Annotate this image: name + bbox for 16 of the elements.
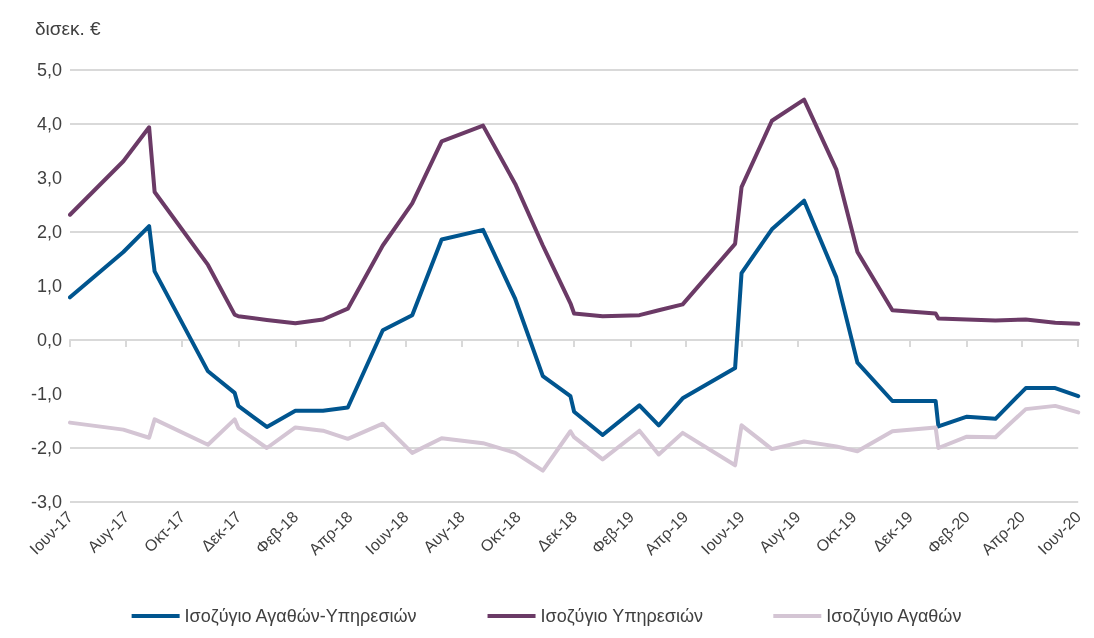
y-tick-label: -1,0	[30, 384, 62, 404]
line-series	[68, 403, 1081, 473]
y-tick-label: 3,0	[36, 168, 62, 188]
y-axis-title: δισεκ. €	[35, 18, 102, 39]
y-tick-label: 0,0	[36, 330, 62, 350]
legend-label: Ισοζύγιο Αγαθών-Υπηρεσιών	[184, 606, 417, 626]
y-tick-label: 5,0	[36, 60, 62, 80]
y-tick-label: -2,0	[30, 438, 62, 458]
legend-label: Ισοζύγιο Υπηρεσιών	[540, 606, 703, 626]
y-tick-label: 2,0	[36, 222, 62, 242]
y-tick-label: -3,0	[30, 492, 62, 512]
y-tick-label: 1,0	[36, 276, 62, 296]
y-tick-label: 4,0	[36, 114, 62, 134]
legend-label: Ισοζύγιο Αγαθών	[826, 606, 962, 626]
line-series	[68, 97, 1081, 326]
line-series	[68, 198, 1081, 438]
